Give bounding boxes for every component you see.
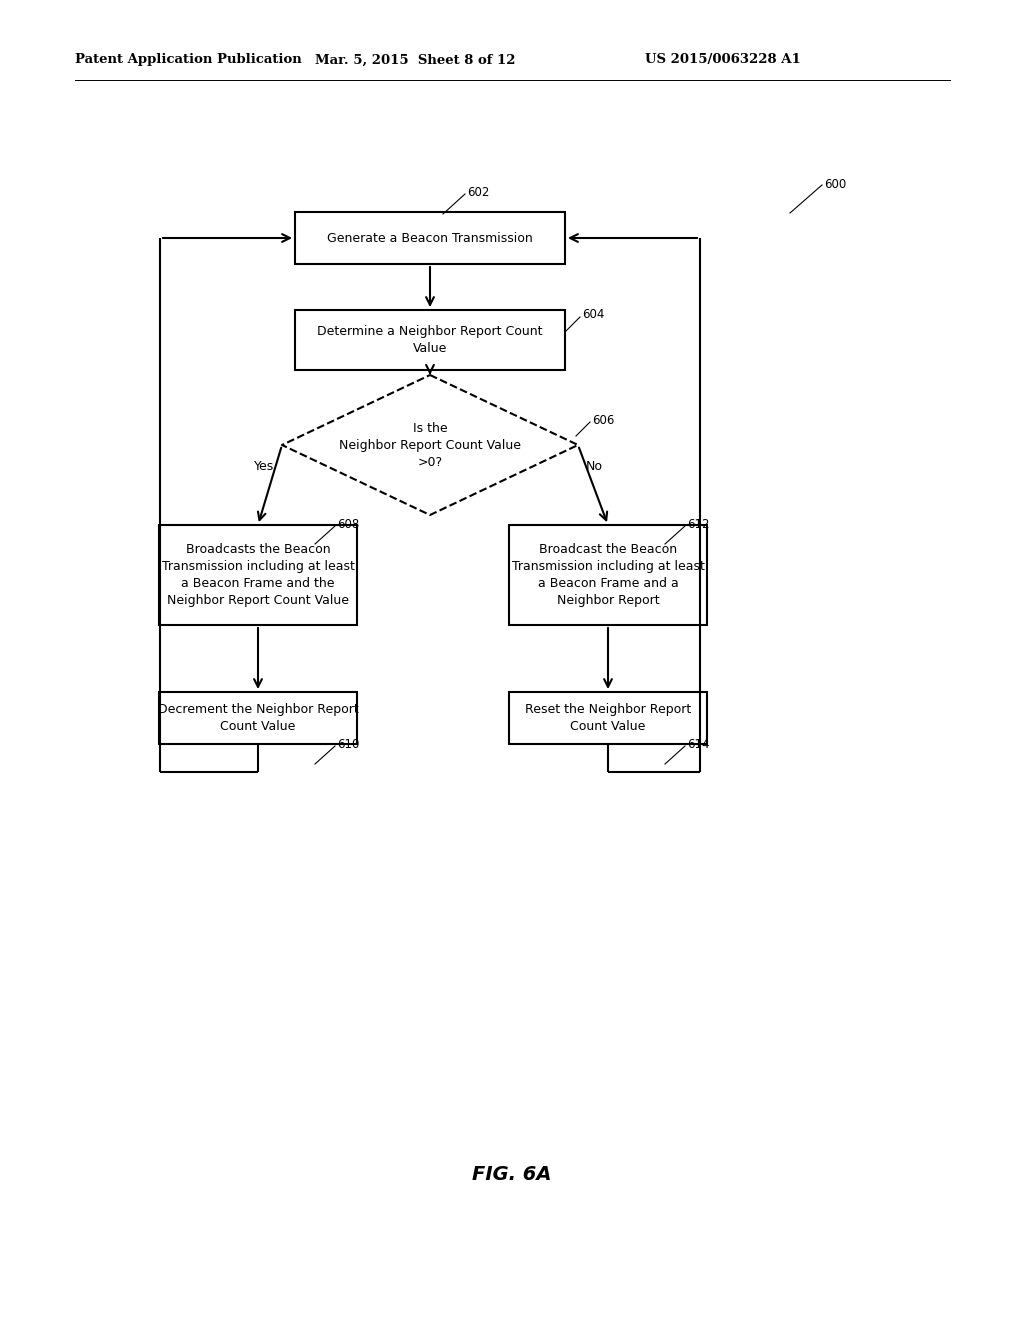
Text: Mar. 5, 2015  Sheet 8 of 12: Mar. 5, 2015 Sheet 8 of 12	[314, 54, 515, 66]
Text: Patent Application Publication: Patent Application Publication	[75, 54, 302, 66]
Text: US 2015/0063228 A1: US 2015/0063228 A1	[645, 54, 801, 66]
Bar	[295, 213, 565, 264]
Text: 612: 612	[687, 517, 710, 531]
Text: 604: 604	[582, 309, 604, 322]
Bar	[159, 525, 357, 624]
Bar	[509, 692, 707, 744]
Text: Yes: Yes	[254, 461, 274, 474]
Text: Decrement the Neighbor Report
Count Value: Decrement the Neighbor Report Count Valu…	[158, 704, 358, 733]
Text: 602: 602	[467, 186, 489, 198]
Text: 610: 610	[337, 738, 359, 751]
Text: 608: 608	[337, 517, 359, 531]
Text: Broadcasts the Beacon
Transmission including at least
a Beacon Frame and the
Nei: Broadcasts the Beacon Transmission inclu…	[162, 543, 354, 607]
Text: FIG. 6A: FIG. 6A	[472, 1166, 552, 1184]
Bar	[509, 525, 707, 624]
Text: Is the
Neighbor Report Count Value
>0?: Is the Neighbor Report Count Value >0?	[339, 421, 521, 469]
Text: Reset the Neighbor Report
Count Value: Reset the Neighbor Report Count Value	[525, 704, 691, 733]
Text: No: No	[586, 461, 603, 474]
Text: Broadcast the Beacon
Transmission including at least
a Beacon Frame and a
Neighb: Broadcast the Beacon Transmission includ…	[512, 543, 705, 607]
Bar	[159, 692, 357, 744]
Bar	[295, 310, 565, 370]
Text: 606: 606	[592, 413, 614, 426]
Text: 614: 614	[687, 738, 710, 751]
Text: Determine a Neighbor Report Count
Value: Determine a Neighbor Report Count Value	[317, 325, 543, 355]
Text: 600: 600	[824, 178, 846, 191]
Text: Generate a Beacon Transmission: Generate a Beacon Transmission	[327, 231, 532, 244]
